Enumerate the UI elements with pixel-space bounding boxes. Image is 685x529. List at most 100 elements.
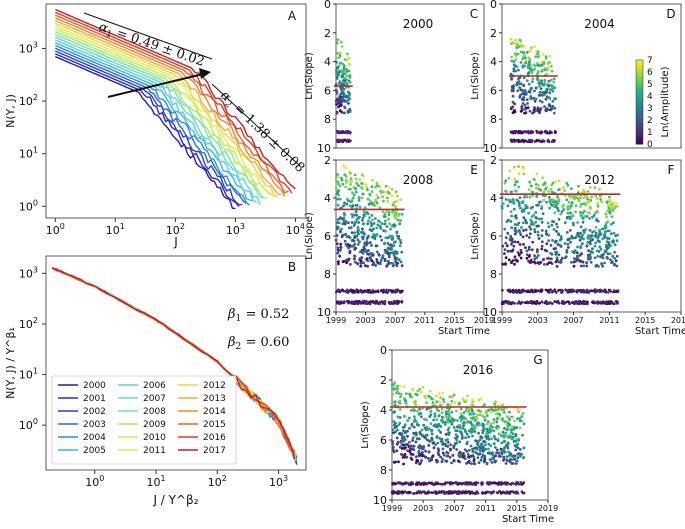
scatter-point — [564, 288, 567, 292]
colorbar-segment — [636, 66, 643, 69]
scatter-point — [345, 74, 349, 78]
scatter-point — [439, 455, 442, 459]
scatter-point — [504, 262, 507, 265]
scatter-point — [544, 229, 548, 233]
scatter-point — [350, 245, 354, 248]
scatter-point — [570, 290, 573, 294]
scatter-point — [532, 108, 536, 112]
scatter-point — [455, 438, 459, 442]
scatter-point — [336, 203, 340, 207]
scatter-point — [473, 430, 477, 433]
x-axis-label: J / Y^β₂ — [152, 493, 198, 507]
colorbar-segment — [636, 102, 643, 105]
scatter-point — [409, 491, 412, 495]
scatter-point — [513, 302, 516, 305]
scatter-point — [369, 241, 372, 245]
scatter-point — [585, 201, 589, 205]
scatter-point — [545, 185, 549, 189]
scatter-point — [384, 251, 388, 255]
scatter-point — [438, 400, 441, 404]
scatter-point — [340, 178, 344, 182]
scatter-point — [511, 105, 514, 109]
scatter-point — [501, 403, 504, 407]
scatter-point — [546, 66, 550, 69]
scatter-point — [337, 260, 340, 264]
scatter-point — [535, 172, 539, 176]
scatter-point — [566, 184, 570, 187]
scatter-point — [576, 245, 579, 249]
scatter-point — [548, 206, 551, 210]
scatter-point — [431, 401, 435, 404]
y-tick-label: 8 — [490, 268, 497, 281]
x-tick-label: 101 — [106, 222, 125, 237]
y-tick-label: 10 — [317, 142, 331, 155]
scatter-point — [511, 288, 515, 292]
scatter-point — [506, 441, 510, 445]
scatter-point — [513, 102, 517, 106]
scatter-point — [375, 181, 379, 185]
scatter-point — [600, 200, 604, 204]
scatter-point — [527, 140, 531, 144]
scatter-point — [393, 250, 397, 254]
scatter-point — [586, 253, 590, 257]
scatter-point — [342, 111, 346, 115]
scatter-point — [481, 431, 485, 435]
scatter-point — [518, 86, 521, 89]
scatter-point — [499, 455, 502, 458]
scatter-point — [569, 187, 573, 191]
scatter-point — [554, 240, 557, 244]
scatter-point — [550, 131, 553, 134]
scatter-point — [445, 410, 448, 414]
scatter-point — [492, 442, 496, 446]
y-tick-label: 2 — [490, 27, 497, 40]
scatter-point — [546, 62, 550, 65]
scatter-point — [446, 440, 450, 444]
scatter-point — [528, 109, 532, 113]
scatter-point — [370, 185, 374, 189]
scatter-point — [481, 450, 485, 453]
scatter-point — [579, 225, 583, 229]
y-tick-label: 8 — [380, 464, 387, 477]
scatter-point — [512, 207, 516, 211]
scatter-point — [585, 264, 589, 268]
scatter-point — [470, 398, 474, 401]
scatter-point — [492, 429, 496, 433]
scatter-point — [450, 422, 454, 426]
scatter-point — [478, 413, 482, 416]
scatter-point — [342, 301, 345, 305]
scatter-point — [340, 301, 343, 305]
scatter-point — [514, 180, 518, 184]
scatter-point — [547, 239, 550, 243]
scatter-point — [533, 230, 537, 234]
scatter-point — [372, 301, 375, 304]
scatter-point — [565, 251, 569, 254]
scatter-point — [511, 111, 515, 114]
scatter-point — [460, 414, 464, 418]
scatter-point — [517, 229, 521, 232]
scatter-point — [518, 131, 522, 134]
scatter-point — [554, 250, 558, 254]
scatter-point — [541, 176, 544, 180]
scatter-point — [403, 453, 407, 456]
colorbar-segment — [636, 60, 643, 63]
scatter-point — [518, 426, 522, 430]
scatter-point — [391, 428, 395, 431]
scatter-point — [604, 230, 607, 234]
scatter-point — [542, 53, 545, 56]
scatter-point — [542, 198, 546, 202]
scatter-point — [573, 249, 577, 253]
scatter-point — [574, 236, 577, 240]
scatter-point — [398, 238, 402, 242]
scatter-point — [519, 251, 523, 255]
scatter-point — [598, 194, 602, 198]
scatter-point — [446, 420, 450, 424]
scatter-point — [412, 425, 416, 429]
scatter-point — [435, 435, 439, 438]
scatter-point — [385, 225, 389, 228]
scatter-point — [396, 390, 399, 394]
y-axis-label: N(Y, J) — [4, 94, 17, 128]
scatter-point — [597, 265, 600, 268]
scatter-point — [455, 425, 459, 429]
x-tick-label: 103 — [269, 474, 288, 489]
scatter-point — [344, 219, 347, 223]
